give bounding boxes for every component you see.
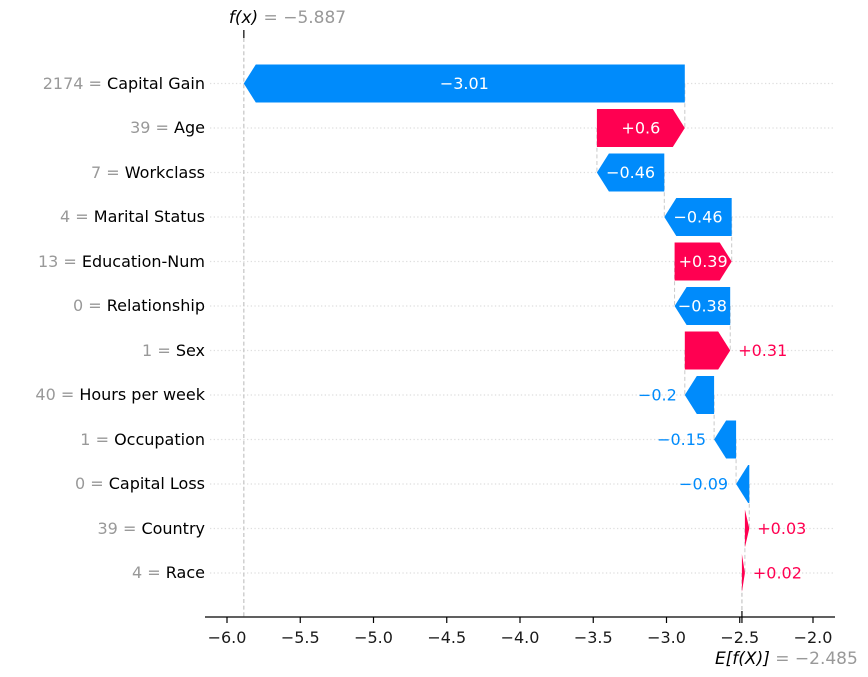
shap-value-label: −0.46 xyxy=(606,163,655,182)
shap-value-label: +0.03 xyxy=(757,519,806,538)
shap-value-label: −0.15 xyxy=(657,430,706,449)
shap-bar-age xyxy=(596,109,685,147)
x-tick-label: −4.0 xyxy=(501,628,540,647)
shap-value-label: +0.39 xyxy=(679,252,728,271)
shap-value-label: −0.09 xyxy=(679,475,728,494)
x-tick-label: −4.5 xyxy=(427,628,466,647)
shap-value-label: −3.01 xyxy=(440,74,489,93)
x-tick-label: −6.0 xyxy=(208,628,247,647)
shap-bar-capital-gain xyxy=(243,64,685,103)
shap-value-label: −0.2 xyxy=(638,386,677,405)
x-tick-label: −5.5 xyxy=(281,628,320,647)
x-tick-label: −3.0 xyxy=(647,628,686,647)
shap-value-label: −0.46 xyxy=(673,208,722,227)
shap-bar-capital-loss xyxy=(736,465,750,503)
shap-bar-education-num xyxy=(674,242,732,281)
shap-bar-sex xyxy=(684,331,731,370)
shap-bar-occupation xyxy=(714,420,737,459)
shap-value-label: −0.38 xyxy=(678,297,727,316)
shap-value-label: +0.31 xyxy=(738,341,787,360)
shap-bar-hours-per-week xyxy=(684,376,715,414)
x-tick-label: −2.5 xyxy=(720,628,759,647)
shap-bar-workclass xyxy=(596,153,665,192)
shap-value-label: +0.6 xyxy=(621,119,660,138)
shap-bar-country xyxy=(744,509,750,548)
x-tick-label: −3.5 xyxy=(574,628,613,647)
shap-bar-relationship xyxy=(674,287,731,325)
shap-value-label: +0.02 xyxy=(753,564,802,583)
x-tick-label: −2.0 xyxy=(794,628,833,647)
shap-bar-race xyxy=(741,554,745,592)
x-tick-label: −5.0 xyxy=(354,628,393,647)
shap-bar-marital-status xyxy=(664,198,732,236)
